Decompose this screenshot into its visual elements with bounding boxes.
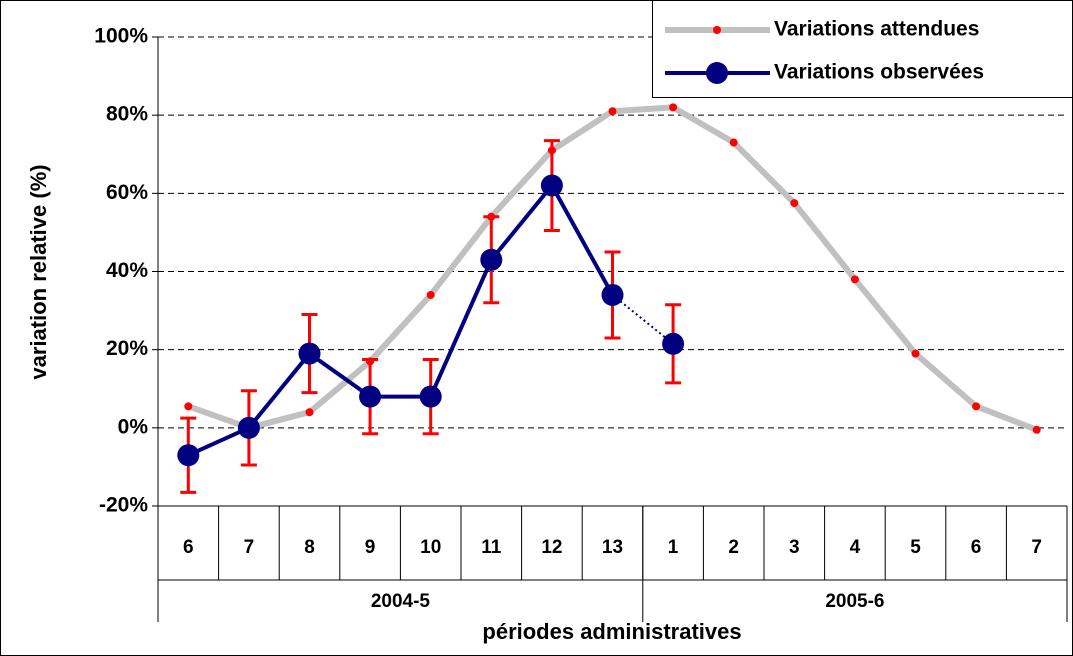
x-tick-label: 11 [481, 537, 502, 558]
point [972, 402, 981, 411]
x-tick-label: 10 [420, 537, 441, 558]
x-tick-label: 8 [304, 537, 315, 558]
legend-label: Variations observées [774, 61, 984, 84]
marker [480, 248, 503, 271]
series-line [187, 183, 615, 458]
marker [540, 174, 563, 197]
x-tick-label: 5 [910, 537, 921, 558]
marker [237, 416, 260, 439]
point [850, 275, 859, 284]
y-axis-title: variation relative (%) [26, 164, 51, 379]
x-axis-title: périodes administratives [482, 619, 741, 644]
x-tick-label: 7 [244, 537, 255, 558]
x-tick-label: 7 [1031, 537, 1042, 558]
legend-marker [713, 26, 721, 34]
y-tick-label: 100% [94, 25, 148, 48]
marker [177, 444, 200, 467]
x-tick-label: 3 [789, 537, 800, 558]
group-label: 2004-5 [371, 591, 431, 612]
y-tick-label: -20% [99, 494, 148, 517]
x-tick-label: 1 [668, 537, 679, 558]
point [911, 349, 920, 358]
legend-label: Variations attendues [774, 18, 979, 41]
point [669, 103, 678, 112]
marker [601, 283, 624, 306]
y-tick-label: 0% [118, 415, 149, 438]
y-tick-label: 20% [106, 337, 148, 360]
point [426, 290, 435, 299]
marker [359, 385, 382, 408]
point [305, 408, 314, 417]
point [790, 199, 799, 208]
marker [419, 385, 442, 408]
x-tick-label: 12 [541, 537, 562, 558]
point [729, 138, 738, 147]
marker [298, 342, 321, 365]
x-tick-label: 9 [365, 537, 376, 558]
x-tick-label: 13 [602, 537, 623, 558]
group-label: 2005-6 [825, 591, 884, 612]
y-tick-label: 40% [106, 259, 148, 282]
point [608, 107, 617, 116]
legend-marker [706, 62, 728, 84]
y-tick-label: 80% [106, 103, 148, 126]
x-tick-label: 2 [728, 537, 739, 558]
x-tick-label: 6 [183, 537, 194, 558]
y-tick-label: 60% [106, 181, 148, 204]
point [1032, 425, 1041, 434]
x-tick-label: 4 [850, 537, 861, 558]
marker [662, 332, 685, 355]
point [184, 402, 193, 411]
x-tick-label: 6 [971, 537, 982, 558]
